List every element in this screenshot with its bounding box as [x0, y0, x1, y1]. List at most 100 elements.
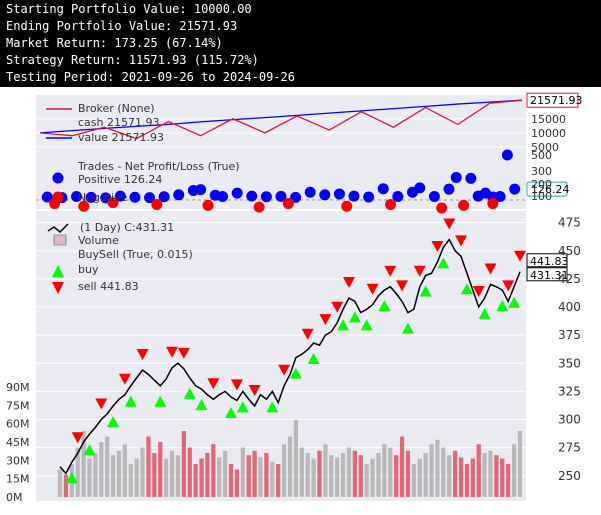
volume-bar [464, 464, 470, 497]
price-tick-label: 300 [558, 413, 581, 427]
trade-positive-point [114, 190, 126, 202]
buy-marker [183, 387, 196, 399]
volume-bar [411, 464, 416, 497]
volume-bar [370, 458, 375, 497]
volume-bar [317, 450, 322, 497]
trade-negative-point [487, 198, 499, 210]
volume-bar [458, 457, 464, 497]
legend-cash-label: cash 21571.93 [78, 116, 159, 129]
volume-bar [228, 464, 234, 497]
volume-bar [329, 455, 334, 497]
trade-negative-point [341, 200, 353, 212]
volume-bar [87, 458, 92, 497]
trade-negative-point [151, 198, 163, 210]
volume-bar [81, 431, 86, 497]
trade-positive-point [304, 186, 316, 198]
volume-bar [140, 447, 145, 497]
buy-marker [225, 407, 238, 418]
volume-bar [252, 450, 257, 497]
buy-marker [419, 285, 432, 297]
trades-tick-label: 500 [531, 149, 552, 162]
sell-marker [342, 277, 355, 288]
trade-negative-point [78, 200, 90, 212]
buy-marker [378, 300, 391, 312]
sell-marker [95, 398, 108, 410]
sell-marker [207, 378, 220, 390]
trade-positive-point [173, 189, 185, 201]
buy-marker [360, 319, 373, 331]
volume-bar [116, 450, 122, 497]
price-tick-label: 250 [558, 469, 581, 483]
console-line-ending-value: Ending Portfolio Value: 21571.93 [6, 19, 238, 33]
legend-sell-swatch [52, 282, 64, 294]
volume-bar [146, 436, 151, 497]
buy-marker [496, 300, 509, 312]
buy-marker [460, 283, 473, 295]
sell-marker [71, 432, 84, 444]
sell-marker [166, 346, 179, 358]
volume-bar [447, 455, 452, 497]
plot-bg-broker [36, 95, 526, 151]
price-tick-label: 325 [558, 384, 581, 398]
volume-bar [128, 464, 133, 497]
buy-marker [508, 296, 521, 308]
sell-marker [331, 301, 344, 313]
buy-marker [107, 416, 120, 427]
trades-last-value-box [526, 181, 568, 197]
volume-tick-label: 45M [6, 436, 30, 449]
sell-marker [502, 280, 515, 292]
legend-layer: Broker (None)cash 21571.93 value 21571.93… [46, 102, 240, 294]
buysell-layer [65, 218, 526, 484]
trade-positive-point [501, 149, 513, 161]
volume-bar [323, 444, 328, 497]
sell-marker [319, 314, 332, 326]
grid-layer [36, 118, 526, 477]
buy-marker [478, 308, 491, 319]
volume-bar [506, 464, 511, 497]
trade-positive-point [144, 192, 156, 204]
volume-bar [287, 436, 293, 497]
trade-negative-point [385, 198, 397, 210]
buy-marker [289, 367, 302, 379]
trade-negative-point [253, 201, 265, 213]
buy-marker [348, 311, 361, 323]
trade-negative-point [282, 198, 294, 210]
price-tick-label: 375 [558, 328, 581, 342]
trades-tick-label: 100 [531, 190, 552, 203]
tick-labels-layer: 1500010000500050030020010047545042540037… [6, 113, 581, 504]
price-tick-label: 425 [558, 272, 581, 286]
volume-bar [175, 455, 181, 497]
broker-last-value-label: 21571.93 [530, 94, 583, 107]
volume-bar [276, 464, 281, 497]
buy-marker [83, 444, 96, 456]
volume-bar [500, 458, 505, 497]
trade-positive-point [290, 191, 302, 203]
volume-bar [346, 447, 352, 497]
price-tick-label: 450 [558, 244, 581, 258]
trade-positive-point [363, 191, 375, 203]
volume-tick-label: 60M [6, 418, 30, 431]
sell-marker [301, 328, 314, 340]
legend-buy-label: buy [78, 263, 99, 276]
volume-tick-label: 75M [6, 399, 30, 412]
trade-positive-point [348, 190, 360, 202]
sell-marker [118, 373, 131, 385]
volume-bar [134, 458, 139, 497]
sell-marker [431, 241, 444, 252]
volume-bar [311, 458, 316, 497]
sell-marker [248, 385, 261, 396]
volume-bar [258, 457, 263, 497]
volume-bar [435, 439, 440, 497]
volume-bar [299, 447, 304, 497]
sell-marker [514, 250, 526, 262]
volume-bar [476, 444, 481, 497]
trades-last-value-label: 126.24 [531, 183, 570, 196]
broker-value-line [39, 99, 523, 134]
console-line-market-return: Market Return: 173.25 (67.14%) [6, 36, 223, 50]
volume-bar [482, 453, 487, 497]
sell-marker [384, 265, 397, 277]
volume-bar [352, 450, 358, 497]
trades-tick-label: 200 [531, 178, 552, 191]
trade-positive-point [158, 191, 170, 203]
sell-marker [366, 283, 379, 295]
